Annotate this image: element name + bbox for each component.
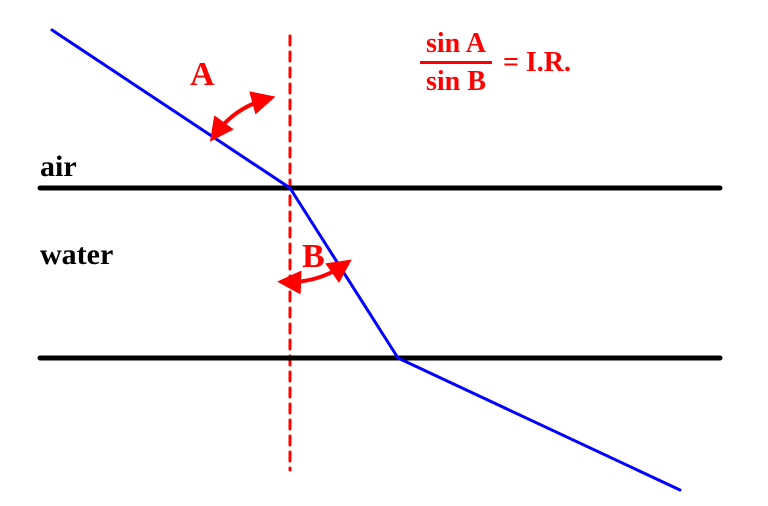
equals-sign: = [503,47,526,78]
label-air: air [40,150,77,184]
rhs-text: I.R. [526,47,571,78]
label-water: water [40,238,113,272]
fraction-numerator: sin A [420,28,492,61]
label-angle-a: A [190,56,215,94]
fraction-denominator: sin B [420,61,492,98]
snell-formula: sin A sin B = I.R. [420,28,571,98]
formula-rhs: = I.R. [499,47,571,79]
fraction: sin A sin B [420,28,492,98]
label-angle-b: B [302,238,325,276]
diagram-svg [0,0,768,506]
diagram-stage: air water A B sin A sin B = I.R. [0,0,768,506]
